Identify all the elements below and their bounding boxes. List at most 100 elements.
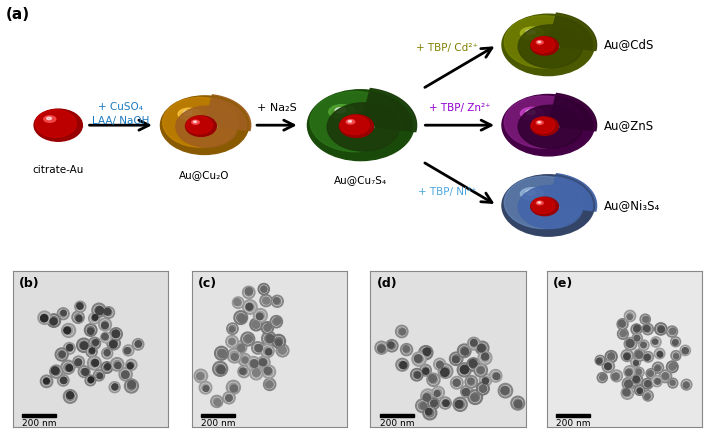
Ellipse shape bbox=[93, 339, 99, 345]
Ellipse shape bbox=[47, 117, 51, 120]
Ellipse shape bbox=[479, 374, 492, 386]
Ellipse shape bbox=[667, 326, 677, 337]
Ellipse shape bbox=[112, 384, 118, 390]
Ellipse shape bbox=[310, 119, 417, 137]
Ellipse shape bbox=[40, 315, 48, 322]
Text: + TBP/ Zn²⁺: + TBP/ Zn²⁺ bbox=[429, 103, 490, 113]
Ellipse shape bbox=[128, 381, 136, 388]
Ellipse shape bbox=[634, 325, 640, 332]
Ellipse shape bbox=[258, 284, 269, 295]
Ellipse shape bbox=[395, 325, 408, 338]
Ellipse shape bbox=[250, 367, 263, 380]
Ellipse shape bbox=[400, 362, 407, 368]
Ellipse shape bbox=[651, 375, 662, 387]
Ellipse shape bbox=[104, 350, 110, 355]
Ellipse shape bbox=[102, 362, 113, 373]
Ellipse shape bbox=[502, 14, 594, 76]
Ellipse shape bbox=[60, 377, 67, 384]
Ellipse shape bbox=[449, 352, 463, 365]
Ellipse shape bbox=[50, 318, 57, 325]
Text: + CuSO₄: + CuSO₄ bbox=[98, 102, 143, 112]
Ellipse shape bbox=[266, 381, 272, 388]
Ellipse shape bbox=[124, 348, 131, 354]
Ellipse shape bbox=[264, 367, 271, 375]
Ellipse shape bbox=[531, 198, 555, 213]
Ellipse shape bbox=[429, 375, 437, 382]
Ellipse shape bbox=[110, 358, 124, 371]
Ellipse shape bbox=[657, 352, 662, 357]
Ellipse shape bbox=[422, 368, 429, 374]
Ellipse shape bbox=[642, 378, 653, 389]
Ellipse shape bbox=[89, 348, 95, 353]
Ellipse shape bbox=[659, 370, 672, 383]
Ellipse shape bbox=[263, 378, 275, 391]
Ellipse shape bbox=[223, 392, 235, 404]
Ellipse shape bbox=[410, 368, 423, 381]
Text: 200 nm: 200 nm bbox=[201, 419, 235, 428]
Ellipse shape bbox=[97, 373, 102, 378]
Ellipse shape bbox=[624, 353, 630, 360]
Ellipse shape bbox=[112, 330, 119, 337]
Ellipse shape bbox=[461, 385, 473, 397]
Ellipse shape bbox=[44, 116, 56, 122]
Ellipse shape bbox=[618, 320, 625, 327]
Ellipse shape bbox=[531, 117, 555, 133]
Ellipse shape bbox=[77, 338, 91, 352]
Ellipse shape bbox=[428, 398, 439, 409]
Ellipse shape bbox=[245, 288, 253, 295]
Ellipse shape bbox=[427, 373, 440, 386]
Ellipse shape bbox=[671, 337, 681, 347]
Ellipse shape bbox=[478, 367, 484, 373]
Ellipse shape bbox=[278, 346, 286, 353]
Ellipse shape bbox=[77, 303, 83, 309]
Ellipse shape bbox=[73, 356, 84, 368]
Ellipse shape bbox=[643, 323, 653, 335]
Ellipse shape bbox=[478, 351, 492, 365]
Ellipse shape bbox=[453, 397, 467, 411]
Ellipse shape bbox=[504, 200, 596, 216]
Ellipse shape bbox=[431, 400, 437, 407]
Ellipse shape bbox=[238, 314, 246, 323]
Ellipse shape bbox=[608, 353, 614, 359]
Ellipse shape bbox=[621, 387, 633, 399]
Ellipse shape bbox=[123, 345, 134, 356]
Ellipse shape bbox=[94, 370, 104, 381]
Ellipse shape bbox=[646, 369, 656, 378]
Ellipse shape bbox=[266, 335, 274, 343]
Text: + Na₂S: + Na₂S bbox=[257, 103, 297, 113]
Ellipse shape bbox=[238, 365, 250, 378]
Ellipse shape bbox=[670, 363, 677, 369]
Ellipse shape bbox=[498, 384, 513, 398]
Ellipse shape bbox=[643, 317, 649, 322]
Ellipse shape bbox=[531, 197, 559, 216]
Text: (e): (e) bbox=[553, 277, 573, 290]
Ellipse shape bbox=[86, 346, 97, 357]
Ellipse shape bbox=[217, 365, 225, 374]
Ellipse shape bbox=[78, 366, 90, 378]
Text: + TBP/ Ni²⁺: + TBP/ Ni²⁺ bbox=[418, 187, 476, 197]
Ellipse shape bbox=[238, 353, 251, 366]
Ellipse shape bbox=[63, 390, 77, 403]
Ellipse shape bbox=[253, 368, 260, 376]
Ellipse shape bbox=[72, 311, 84, 323]
Ellipse shape bbox=[348, 120, 351, 122]
Ellipse shape bbox=[43, 378, 49, 384]
Ellipse shape bbox=[104, 308, 111, 315]
Ellipse shape bbox=[674, 354, 679, 359]
Ellipse shape bbox=[271, 316, 283, 328]
Ellipse shape bbox=[251, 342, 264, 354]
Ellipse shape bbox=[504, 16, 583, 68]
Bar bbox=[201, 414, 235, 417]
Text: + TBP/ Cd²⁺: + TBP/ Cd²⁺ bbox=[416, 43, 479, 53]
Ellipse shape bbox=[38, 311, 51, 324]
Ellipse shape bbox=[621, 349, 633, 362]
Ellipse shape bbox=[163, 97, 237, 147]
Ellipse shape bbox=[668, 378, 678, 388]
Ellipse shape bbox=[460, 365, 469, 374]
Ellipse shape bbox=[378, 345, 385, 352]
Ellipse shape bbox=[186, 116, 212, 134]
Ellipse shape bbox=[520, 107, 544, 120]
Ellipse shape bbox=[502, 94, 594, 156]
PathPatch shape bbox=[548, 174, 596, 211]
Ellipse shape bbox=[612, 373, 619, 380]
